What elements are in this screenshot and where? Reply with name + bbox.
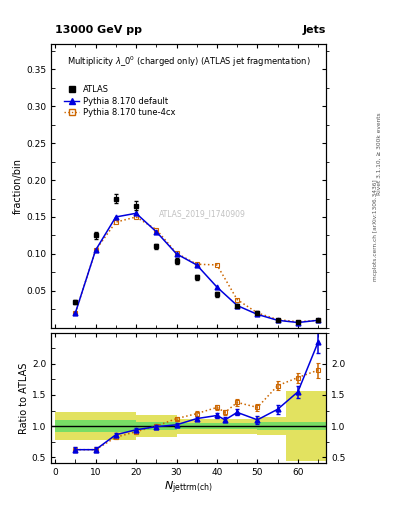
Text: Jets: Jets bbox=[303, 25, 326, 35]
Text: 13000 GeV pp: 13000 GeV pp bbox=[55, 25, 142, 35]
Legend: ATLAS, Pythia 8.170 default, Pythia 8.170 tune-4cx: ATLAS, Pythia 8.170 default, Pythia 8.17… bbox=[61, 82, 179, 120]
Y-axis label: fraction/bin: fraction/bin bbox=[13, 158, 23, 214]
Y-axis label: Ratio to ATLAS: Ratio to ATLAS bbox=[19, 362, 29, 434]
Text: mcplots.cern.ch [arXiv:1306.3436]: mcplots.cern.ch [arXiv:1306.3436] bbox=[373, 180, 378, 281]
Text: Multiplicity $\lambda\_0^0$ (charged only) (ATLAS jet fragmentation): Multiplicity $\lambda\_0^0$ (charged onl… bbox=[67, 55, 310, 69]
X-axis label: $N_{\rm{jettrm(ch)}}$: $N_{\rm{jettrm(ch)}}$ bbox=[164, 480, 213, 497]
Text: Rivet 3.1.10, ≥ 300k events: Rivet 3.1.10, ≥ 300k events bbox=[377, 112, 382, 195]
Text: ATLAS_2019_I1740909: ATLAS_2019_I1740909 bbox=[159, 209, 246, 219]
